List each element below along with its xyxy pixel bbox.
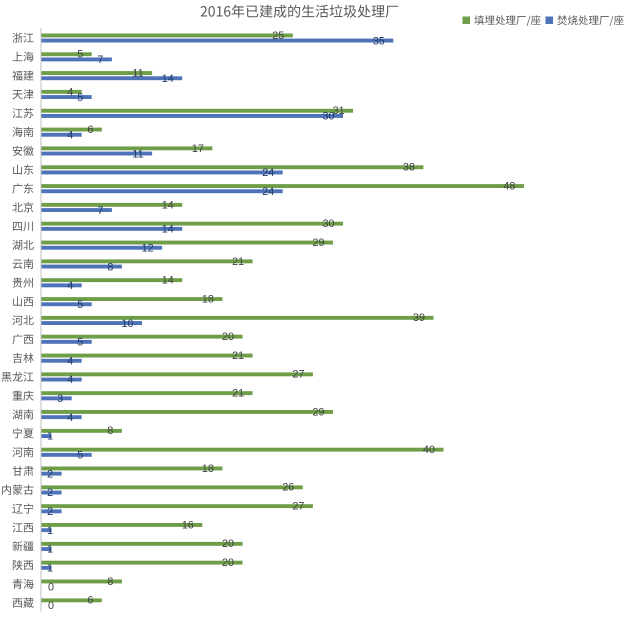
svg-text:5: 5 <box>77 92 83 104</box>
svg-text:18: 18 <box>202 463 214 475</box>
svg-text:11: 11 <box>132 148 143 160</box>
svg-text:7: 7 <box>97 54 103 66</box>
svg-text:4: 4 <box>67 374 73 386</box>
svg-text:8: 8 <box>107 425 113 437</box>
svg-text:4: 4 <box>67 412 73 424</box>
svg-text:8: 8 <box>107 261 113 273</box>
svg-text:21: 21 <box>232 388 244 400</box>
svg-text:1: 1 <box>47 431 53 443</box>
svg-text:18: 18 <box>202 293 214 305</box>
svg-text:20: 20 <box>222 538 234 550</box>
svg-text:26: 26 <box>282 482 294 494</box>
svg-text:17: 17 <box>192 143 204 155</box>
svg-text:3: 3 <box>57 393 63 405</box>
svg-text:5: 5 <box>77 299 83 311</box>
svg-text:27: 27 <box>292 501 304 513</box>
svg-text:5: 5 <box>77 450 83 462</box>
svg-text:2: 2 <box>47 468 53 480</box>
svg-text:35: 35 <box>373 35 385 47</box>
svg-text:14: 14 <box>162 199 174 211</box>
svg-text:14: 14 <box>162 275 174 287</box>
svg-text:4: 4 <box>67 86 73 98</box>
svg-text:0: 0 <box>48 600 54 612</box>
svg-text:25: 25 <box>272 30 284 42</box>
svg-text:14: 14 <box>162 224 174 236</box>
svg-text:5: 5 <box>77 49 83 61</box>
svg-text:6: 6 <box>87 595 93 607</box>
svg-text:11: 11 <box>132 68 143 80</box>
svg-text:10: 10 <box>122 318 134 330</box>
svg-text:7: 7 <box>97 205 103 217</box>
svg-text:24: 24 <box>262 167 274 179</box>
svg-text:40: 40 <box>423 444 435 456</box>
svg-text:4: 4 <box>67 129 73 141</box>
svg-text:29: 29 <box>313 406 325 418</box>
svg-text:8: 8 <box>107 576 113 588</box>
svg-text:0: 0 <box>48 581 54 593</box>
svg-text:48: 48 <box>503 180 515 192</box>
svg-text:20: 20 <box>222 557 234 569</box>
svg-text:21: 21 <box>232 256 244 268</box>
svg-text:1: 1 <box>47 563 53 575</box>
svg-text:4: 4 <box>67 280 73 292</box>
svg-text:2: 2 <box>47 487 53 499</box>
svg-text:12: 12 <box>142 242 154 254</box>
svg-text:31: 31 <box>333 105 345 117</box>
svg-text:1: 1 <box>47 544 53 556</box>
svg-text:38: 38 <box>403 162 415 174</box>
svg-text:6: 6 <box>87 124 93 136</box>
svg-text:21: 21 <box>232 350 244 362</box>
svg-text:20: 20 <box>222 331 234 343</box>
svg-text:4: 4 <box>67 355 73 367</box>
svg-text:16: 16 <box>182 519 194 531</box>
svg-text:39: 39 <box>413 312 425 324</box>
svg-text:30: 30 <box>323 218 335 230</box>
svg-text:14: 14 <box>162 73 174 85</box>
svg-text:5: 5 <box>77 337 83 349</box>
svg-text:24: 24 <box>262 186 274 198</box>
svg-text:2: 2 <box>47 506 53 518</box>
svg-text:30: 30 <box>323 111 335 123</box>
svg-text:29: 29 <box>313 237 325 249</box>
svg-text:27: 27 <box>292 369 304 381</box>
svg-text:1: 1 <box>47 525 53 537</box>
